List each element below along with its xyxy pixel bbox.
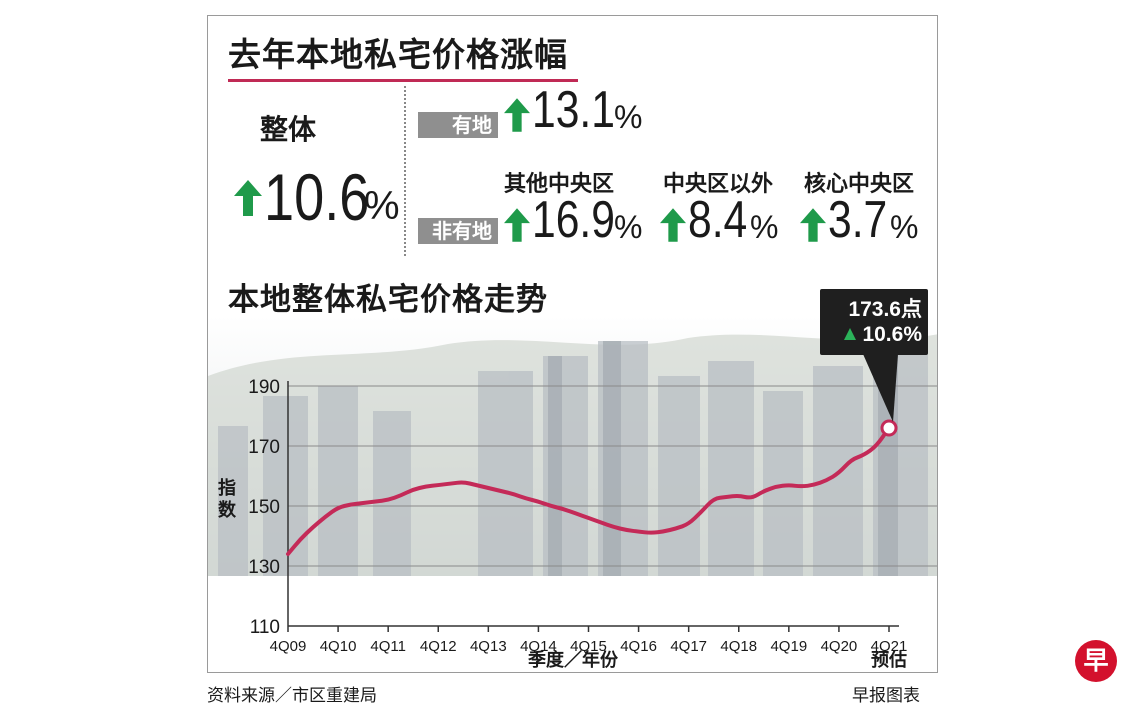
region-label-other-central: 其他中央区 [504,172,615,197]
up-arrow-icon [660,208,686,242]
x-tick-label: 4Q12 [420,638,457,655]
region-value-other-central: 16.9 [532,191,615,249]
callout-change-value: 10.6% [862,323,922,346]
region-unit: % [890,209,919,245]
chart-title: 本地整体私宅价格走势 [228,282,548,318]
logo-char: 早 [1083,646,1109,675]
region-unit: % [750,209,779,245]
region-stat-core-central: 3.7 % [800,192,918,248]
series-line [286,426,891,556]
overall-label: 整体 [260,113,317,146]
x-tick-label: 4Q18 [720,638,757,655]
chart-credit: 早报图表 [852,686,920,706]
y-tick-label: 130 [248,557,280,578]
callout-pointer [863,354,898,422]
y-tick-label: 170 [248,437,280,458]
callout-box: 173.6点 10.6% [820,289,928,355]
x-tick-labels: 4Q09 4Q10 4Q11 4Q12 4Q13 4Q14 4Q15 4Q16 4Q17 4Q18… [270,626,908,655]
y-axis-label-char: 指 [218,477,236,498]
x-tick-label: 4Q16 [620,638,657,655]
landed-unit: % [614,99,643,135]
y-axis-label-char: 数 [218,499,237,520]
end-point-marker [880,419,898,437]
chart-grid [288,385,937,567]
page-title: 去年本地私宅价格涨幅 [228,35,568,74]
up-arrow-icon [234,180,262,216]
x-tick-label: 4Q14 [520,638,557,655]
region-stat-outside-central: 8.4 % [660,192,778,248]
x-tick-label: 4Q13 [470,638,507,655]
x-tick-label: 4Q20 [821,638,858,655]
region-label-core-central: 核心中央区 [804,172,915,197]
x-tick-label: 4Q11 [370,638,406,655]
landed-value: 13.1 [532,81,615,139]
title-underline [228,79,578,82]
region-stat-other-central: 16.9 % [504,192,642,248]
up-arrow-icon [800,208,826,242]
y-tick-label: 190 [248,377,280,398]
zaobao-logo: 早 [1075,640,1117,682]
region-label-outside-central: 中央区以外 [663,172,774,197]
x-tick-label: 4Q15 [570,638,607,655]
overall-unit: % [364,184,400,228]
landed-stat: 13.1 % [504,82,642,138]
x-tick-label: 4Q19 [770,638,807,655]
y-tick-labels: 110 130 150 170 190 [248,377,280,638]
region-value-outside-central: 8.4 [688,191,748,249]
overall-value: 10.6 [264,160,370,234]
up-arrow-icon [504,98,530,132]
y-tick-label: 110 [250,617,280,638]
vertical-divider [404,86,406,256]
callout-change: 10.6% [826,323,922,347]
price-index-chart: 110 130 150 170 190 4Q09 4Q10 4Q11 4Q12 4Q13 4Q14… [218,354,937,670]
region-value-core-central: 3.7 [828,191,888,249]
x-axis-note: 预估 [871,649,907,670]
triangle-up-icon [843,328,856,340]
x-tick-label: 4Q17 [670,638,707,655]
up-arrow-icon [504,208,530,242]
overall-stat: 10.6 % [234,164,400,230]
region-unit: % [614,209,643,245]
y-axis-label: 指数 [218,477,237,520]
x-axis-label: 季度／年份 [528,649,619,670]
non-landed-tag: 非有地 [418,218,498,244]
x-tick-label: 4Q21 [871,638,908,655]
infographic-panel: 去年本地私宅价格涨幅 整体 10.6 % 有地 13.1 % 其他中央区 中央区… [207,15,938,673]
callout-value: 173.6点 [848,298,922,321]
x-tick-label: 4Q10 [320,638,357,655]
landed-tag: 有地 [418,112,498,138]
x-tick-label: 4Q09 [270,638,307,655]
y-tick-label: 150 [248,497,280,518]
source-note: 资料来源／市区重建局 [207,686,377,706]
